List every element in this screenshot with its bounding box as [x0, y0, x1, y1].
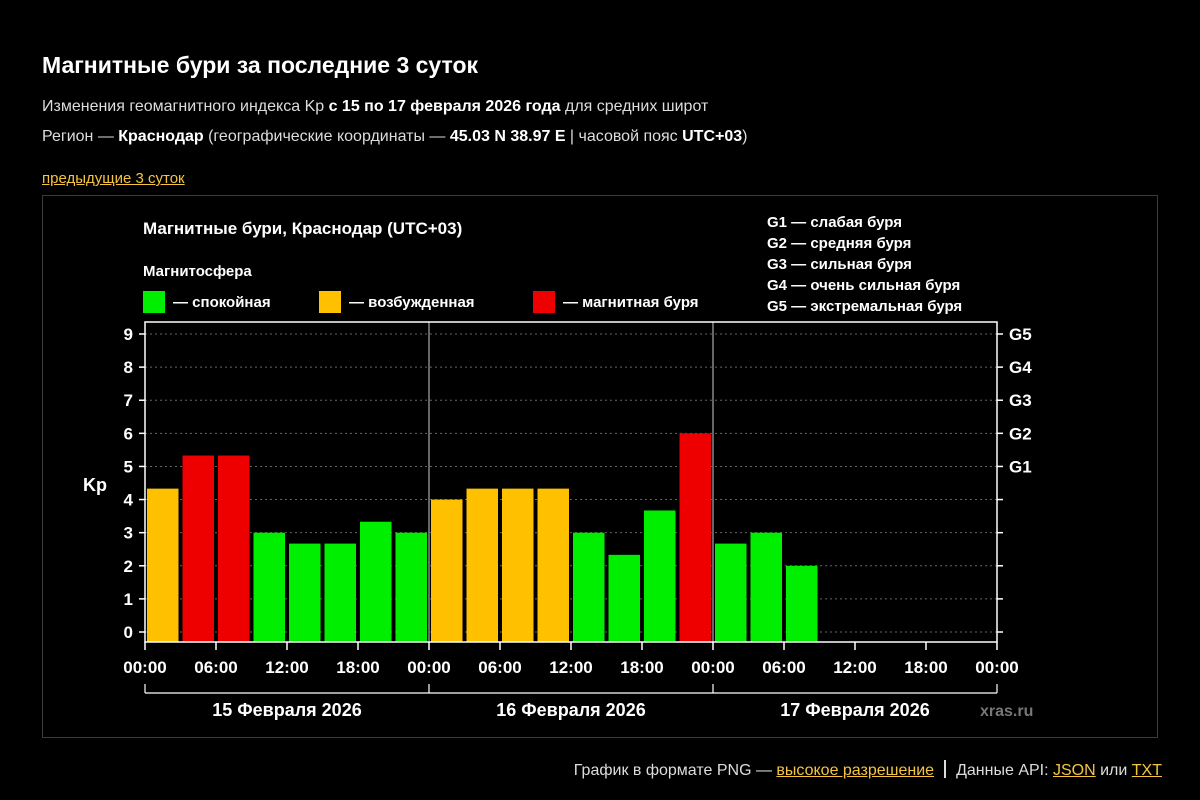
kp-bar: [502, 488, 534, 642]
subtitle-region: Регион — Краснодар (географические коорд…: [42, 128, 747, 146]
kp-bar: [147, 488, 179, 642]
kp-bar: [182, 455, 214, 642]
x-tick-label: 18:00: [620, 658, 663, 677]
y-tick-label: 1: [124, 590, 133, 609]
legend-title: Магнитосфера: [143, 263, 252, 280]
kp-bar: [608, 554, 640, 642]
x-tick-label: 06:00: [194, 658, 237, 677]
footer-divider: [944, 760, 947, 778]
kp-bar: [360, 521, 392, 642]
region-text: | часовой пояс: [565, 128, 683, 145]
kp-bar: [679, 433, 711, 642]
region-text: Регион —: [42, 128, 119, 145]
legend-swatch: [533, 291, 555, 313]
previous-3-days-link[interactable]: предыдущие 3 суток: [42, 170, 185, 187]
day-label: 16 Февраля 2026: [496, 700, 645, 720]
g-tick-label: G3: [1009, 391, 1032, 410]
x-tick-label: 06:00: [762, 658, 805, 677]
page-title: Магнитные бури за последние 3 суток: [42, 52, 479, 78]
kp-bar: [289, 543, 321, 642]
kp-bar: [715, 543, 747, 642]
y-tick-label: 0: [124, 623, 133, 642]
kp-bar: [253, 532, 285, 642]
y-tick-label: 4: [124, 491, 134, 510]
x-tick-label: 00:00: [691, 658, 734, 677]
legend-label: — спокойная: [173, 294, 271, 311]
footer: График в формате PNG — высокое разрешени…: [574, 760, 1162, 780]
storm-level-label: G2 — средняя буря: [767, 235, 911, 252]
watermark: xras.ru: [980, 703, 1033, 720]
kp-bar: [573, 532, 605, 642]
kp-bar: [395, 532, 427, 642]
kp-chart: Магнитные бури, Краснодар (UTC+03) Магнит…: [83, 214, 1033, 720]
x-tick-label: 18:00: [904, 658, 947, 677]
kp-bar: [431, 499, 463, 642]
storm-level-label: G3 — сильная буря: [767, 256, 912, 273]
y-tick-label: 8: [124, 358, 133, 377]
region-coords: 45.03 N 38.97 E: [449, 128, 566, 145]
y-tick-label: 6: [124, 424, 133, 443]
x-tick-label: 12:00: [265, 658, 308, 677]
x-tick-label: 00:00: [123, 658, 166, 677]
y-tick-label: 2: [124, 557, 133, 576]
g-tick-label: G5: [1009, 325, 1032, 344]
chart-frame: Магнитные бури, Краснодар (UTC+03) Магнит…: [42, 195, 1158, 738]
y-tick-label: 7: [124, 391, 133, 410]
high-resolution-link[interactable]: высокое разрешение: [776, 762, 935, 779]
subtitle-text: Изменения геомагнитного индекса Kp: [42, 98, 329, 115]
day-label: 17 Февраля 2026: [780, 700, 929, 720]
kp-bar: [218, 455, 250, 642]
region-timezone: UTC+03: [682, 128, 743, 145]
legend-swatch: [319, 291, 341, 313]
kp-bar: [644, 510, 676, 642]
region-name: Краснодар: [118, 128, 204, 145]
chart-title: Магнитные бури, Краснодар (UTC+03): [143, 219, 462, 238]
kp-bar: [537, 488, 569, 642]
period-range: с 15 по 17 февраля 2026 года: [328, 98, 561, 115]
json-link[interactable]: JSON: [1053, 762, 1096, 779]
y-tick-label: 5: [124, 457, 133, 476]
png-label: График в формате PNG —: [573, 762, 777, 779]
x-tick-label: 12:00: [549, 658, 592, 677]
x-tick-label: 12:00: [833, 658, 876, 677]
g-tick-label: G4: [1009, 358, 1032, 377]
region-text: (географические координаты —: [203, 128, 450, 145]
kp-bar: [466, 488, 498, 642]
x-tick-label: 00:00: [975, 658, 1018, 677]
x-tick-label: 18:00: [336, 658, 379, 677]
y-axis-label: Kp: [83, 475, 107, 495]
day-label: 15 Февраля 2026: [212, 700, 361, 720]
txt-link[interactable]: TXT: [1131, 762, 1162, 779]
subtitle-text: для средних широт: [560, 98, 709, 115]
x-tick-label: 00:00: [407, 658, 450, 677]
x-tick-label: 06:00: [478, 658, 521, 677]
storm-level-label: G1 — слабая буря: [767, 214, 902, 231]
or-label: или: [1095, 762, 1132, 779]
kp-bar: [750, 532, 782, 642]
kp-bar: [786, 565, 818, 642]
subtitle-period: Изменения геомагнитного индекса Kp с 15 …: [42, 98, 708, 116]
y-tick-label: 9: [124, 325, 133, 344]
api-label: Данные API:: [956, 762, 1053, 779]
legend-label: — магнитная буря: [563, 294, 699, 311]
region-text: ): [742, 128, 748, 145]
storm-level-label: G5 — экстремальная буря: [767, 298, 962, 315]
legend-swatch: [143, 291, 165, 313]
legend-label: — возбужденная: [349, 294, 475, 311]
g-tick-label: G2: [1009, 424, 1032, 443]
storm-level-label: G4 — очень сильная буря: [767, 277, 960, 294]
kp-bar: [324, 543, 356, 642]
y-tick-label: 3: [124, 524, 133, 543]
g-tick-label: G1: [1009, 457, 1032, 476]
